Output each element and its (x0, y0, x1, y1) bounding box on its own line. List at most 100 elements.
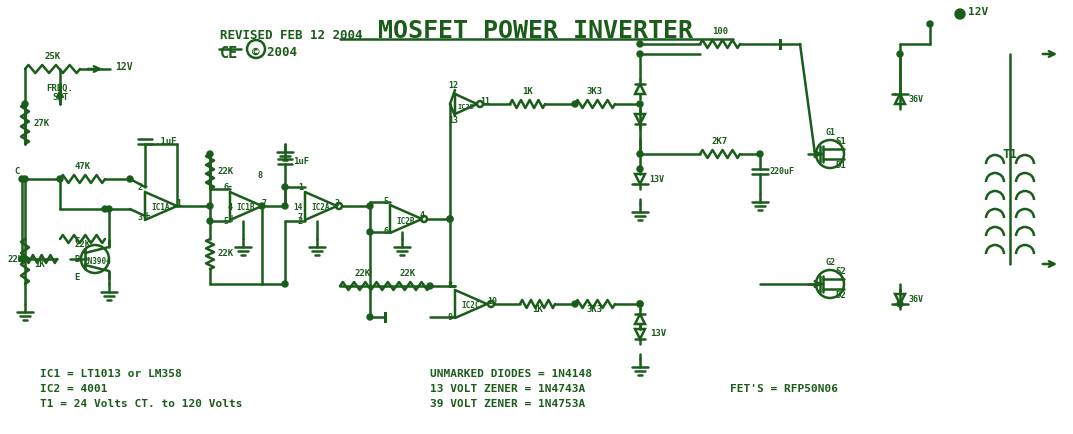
Text: D1: D1 (835, 161, 846, 171)
Text: 22K: 22K (218, 250, 234, 259)
Text: 25K: 25K (44, 52, 60, 61)
Text: 36V: 36V (909, 295, 924, 303)
Circle shape (637, 151, 643, 157)
Text: 47K: 47K (74, 162, 90, 171)
Circle shape (367, 203, 373, 209)
Circle shape (897, 51, 903, 57)
Text: © 2004: © 2004 (252, 46, 297, 59)
Circle shape (447, 216, 453, 222)
Circle shape (897, 301, 903, 307)
Circle shape (927, 21, 934, 27)
Text: 14: 14 (294, 204, 303, 213)
Text: SET: SET (52, 93, 68, 102)
Circle shape (637, 166, 643, 172)
Text: S2: S2 (835, 266, 846, 276)
Text: 2N3904: 2N3904 (83, 257, 111, 266)
Text: 5: 5 (383, 197, 388, 207)
Text: IC2C: IC2C (461, 302, 481, 310)
Text: 7: 7 (261, 200, 266, 208)
Text: 8: 8 (449, 282, 453, 290)
Text: IC1 = LT1013 or LM358: IC1 = LT1013 or LM358 (40, 369, 181, 379)
Text: -: - (227, 182, 232, 192)
Text: .1uF: .1uF (155, 138, 176, 147)
Circle shape (756, 151, 763, 157)
Text: 8: 8 (258, 171, 262, 181)
Circle shape (637, 301, 643, 307)
Text: FREQ.: FREQ. (46, 84, 73, 93)
Text: 22K: 22K (218, 167, 234, 175)
Circle shape (259, 203, 265, 209)
Text: IC2D: IC2D (457, 104, 474, 110)
Circle shape (102, 206, 108, 212)
Text: 10: 10 (487, 296, 497, 306)
Text: +: + (227, 214, 236, 224)
Text: 1K: 1K (532, 305, 543, 314)
Circle shape (207, 151, 214, 157)
Text: IC2B: IC2B (397, 217, 415, 226)
Text: 3K3: 3K3 (587, 87, 603, 96)
Circle shape (106, 206, 112, 212)
Text: 3: 3 (335, 200, 340, 208)
Text: +: + (143, 211, 151, 221)
Text: 1uF: 1uF (293, 158, 309, 167)
Text: 2: 2 (298, 217, 303, 226)
Text: T1: T1 (1002, 148, 1017, 161)
Circle shape (637, 301, 643, 307)
Text: 1: 1 (176, 200, 181, 208)
Text: 2K7: 2K7 (712, 137, 729, 146)
Circle shape (637, 51, 643, 57)
Circle shape (367, 229, 373, 235)
Text: 13V: 13V (650, 329, 666, 339)
Circle shape (282, 184, 288, 190)
Circle shape (955, 9, 965, 19)
Circle shape (637, 101, 643, 107)
Text: 5: 5 (223, 217, 227, 226)
Text: 3K3: 3K3 (587, 305, 603, 314)
Text: 1K: 1K (34, 260, 45, 269)
Text: 12V: 12V (968, 7, 988, 17)
Text: 12: 12 (449, 81, 458, 90)
Text: REVISED FEB 12 2004: REVISED FEB 12 2004 (220, 29, 363, 42)
Circle shape (282, 203, 288, 209)
Text: G1: G1 (825, 128, 835, 137)
Text: MOSFET POWER INVERTER: MOSFET POWER INVERTER (379, 19, 693, 43)
Text: 1: 1 (298, 183, 303, 191)
Text: 9: 9 (449, 312, 453, 322)
Text: 3: 3 (138, 214, 143, 223)
Text: B: B (75, 254, 80, 263)
Text: 13: 13 (449, 116, 458, 125)
Circle shape (23, 101, 28, 107)
Text: 27K: 27K (33, 119, 49, 128)
Text: 7: 7 (298, 214, 303, 223)
Text: IC2A: IC2A (312, 204, 330, 213)
Text: 100: 100 (712, 27, 729, 36)
Text: C: C (75, 237, 80, 246)
Text: 39 VOLT ZENER = 1N4753A: 39 VOLT ZENER = 1N4753A (430, 399, 585, 409)
Text: IC1B: IC1B (237, 204, 255, 213)
Text: CE: CE (220, 46, 238, 61)
Circle shape (447, 216, 453, 222)
Text: 1K: 1K (523, 87, 533, 96)
Text: 13V: 13V (649, 174, 664, 184)
Circle shape (19, 256, 25, 262)
Circle shape (57, 176, 63, 182)
Circle shape (207, 203, 214, 209)
Circle shape (572, 301, 578, 307)
Text: 11: 11 (480, 98, 490, 106)
Text: 36V: 36V (909, 95, 924, 103)
Circle shape (427, 283, 433, 289)
Text: S1: S1 (835, 137, 846, 145)
Text: -: - (143, 182, 147, 192)
Text: IC1A: IC1A (151, 204, 171, 213)
Text: UNMARKED DIODES = 1N4148: UNMARKED DIODES = 1N4148 (430, 369, 592, 379)
Text: 6: 6 (223, 183, 227, 191)
Text: 22K: 22K (8, 254, 24, 263)
Text: 22K: 22K (354, 269, 370, 278)
Text: 4: 4 (420, 211, 425, 220)
Text: T1 = 24 Volts CT. to 120 Volts: T1 = 24 Volts CT. to 120 Volts (40, 399, 242, 409)
Text: 22K: 22K (74, 240, 90, 249)
Circle shape (367, 314, 373, 320)
Text: FET'S = RFP50N06: FET'S = RFP50N06 (730, 384, 838, 394)
Text: G2: G2 (825, 258, 835, 267)
Text: 13 VOLT ZENER = 1N4743A: 13 VOLT ZENER = 1N4743A (430, 384, 585, 394)
